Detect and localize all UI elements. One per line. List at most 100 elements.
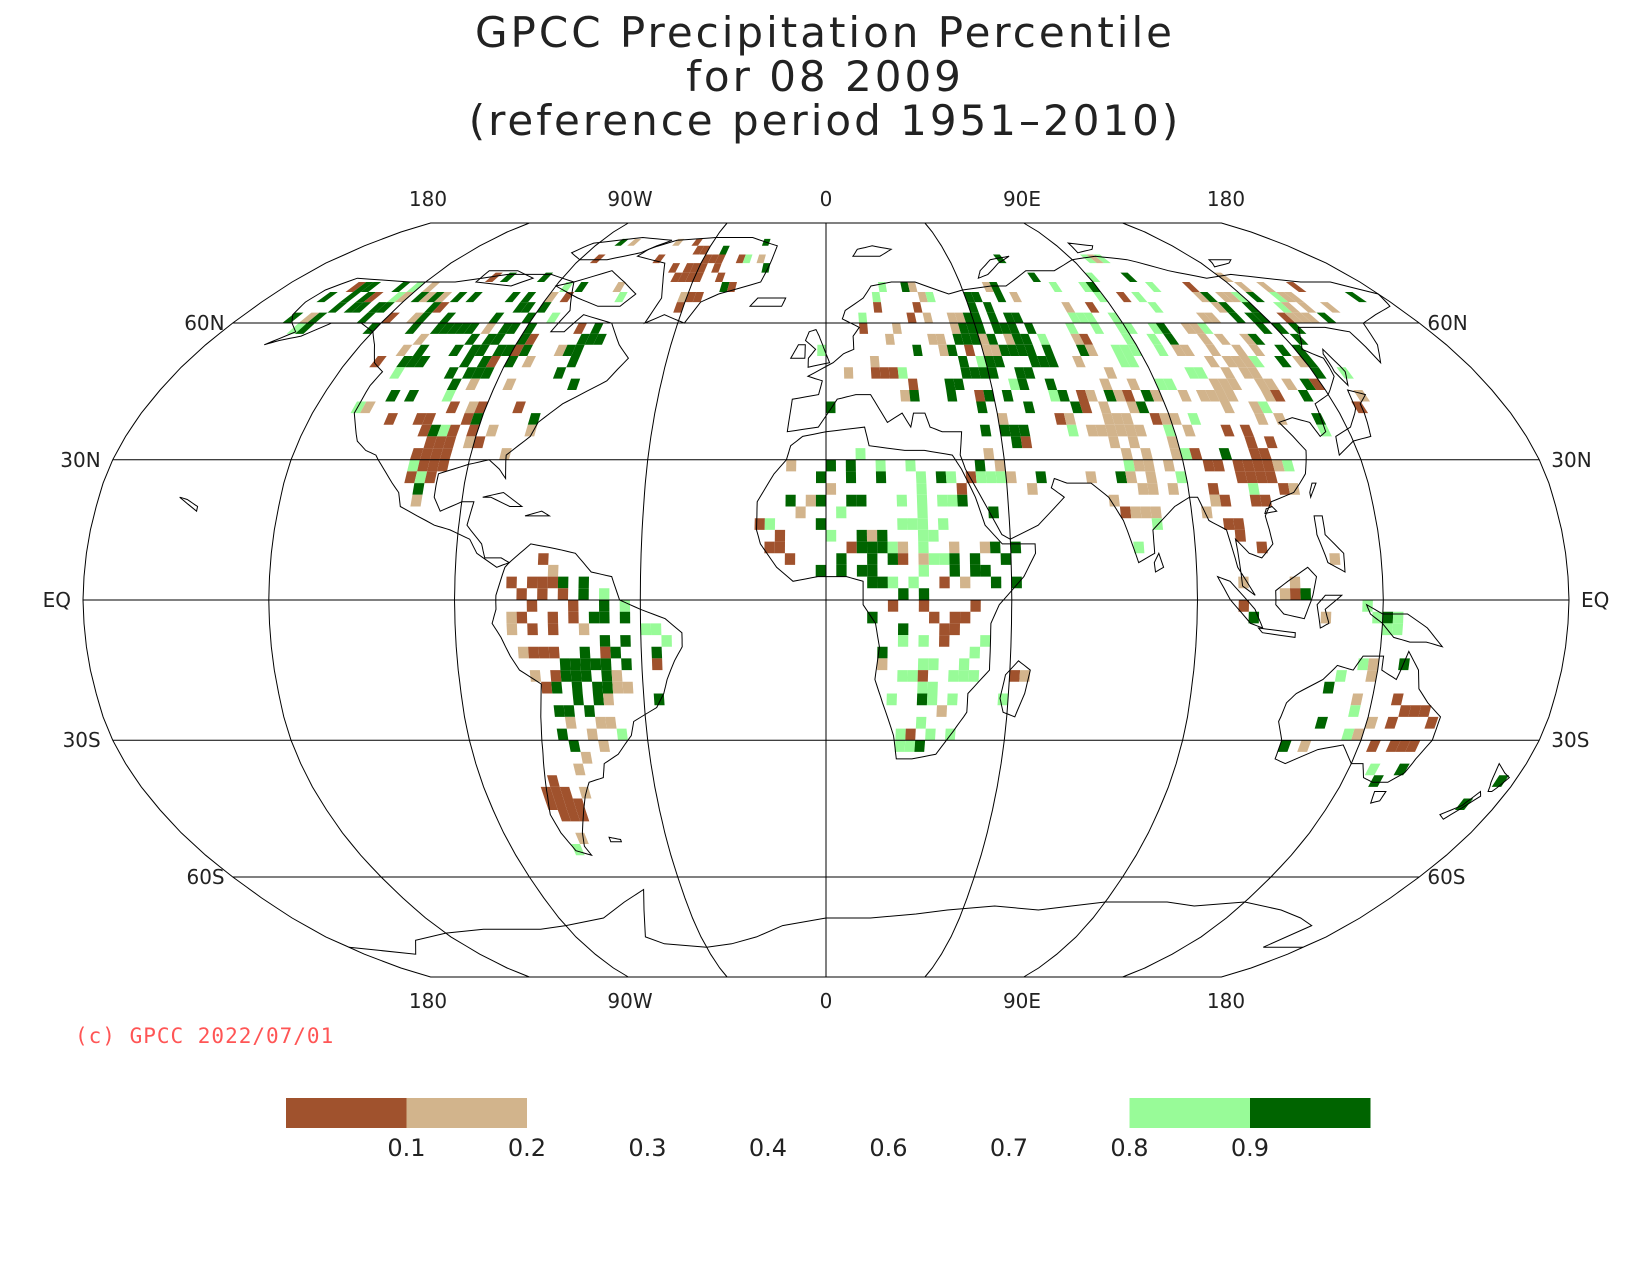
percentile-cell bbox=[1184, 367, 1200, 379]
percentile-cell bbox=[404, 323, 423, 334]
lon-label-bottom: 180 bbox=[1207, 989, 1245, 1013]
percentile-cell bbox=[499, 448, 512, 460]
percentile-cell bbox=[887, 541, 898, 554]
percentile-cell bbox=[599, 635, 611, 647]
percentile-cell bbox=[888, 367, 899, 379]
coastline-severnaya bbox=[1066, 242, 1094, 254]
percentile-cell bbox=[1245, 292, 1265, 303]
percentile-cell bbox=[1115, 292, 1132, 303]
percentile-cell bbox=[668, 263, 681, 273]
percentile-cell bbox=[957, 356, 970, 368]
percentile-cell bbox=[1107, 312, 1123, 324]
percentile-cell bbox=[1254, 323, 1273, 334]
percentile-cell bbox=[1223, 390, 1239, 402]
percentile-cell bbox=[590, 323, 604, 334]
percentile-cell bbox=[707, 254, 720, 264]
percentile-cell bbox=[1287, 323, 1307, 334]
percentile-cell bbox=[979, 541, 991, 554]
legend-tick-label: 0.3 bbox=[628, 1134, 666, 1162]
percentile-cell bbox=[875, 471, 887, 484]
percentile-cell bbox=[1114, 424, 1128, 437]
percentile-cell bbox=[1276, 312, 1296, 324]
percentile-cell bbox=[925, 728, 936, 741]
percentile-cell bbox=[560, 670, 572, 682]
percentile-cell bbox=[845, 471, 857, 484]
percentile-cell bbox=[887, 553, 898, 565]
percentile-cell bbox=[557, 576, 569, 589]
percentile-cell bbox=[421, 282, 441, 292]
percentile-cell bbox=[929, 611, 940, 624]
percentile-cell bbox=[566, 356, 580, 368]
percentile-cell bbox=[989, 282, 1002, 292]
percentile-cell bbox=[974, 390, 986, 402]
percentile-cell bbox=[1274, 356, 1292, 368]
percentile-cell bbox=[917, 292, 928, 303]
percentile-cell bbox=[867, 576, 878, 589]
percentile-cell bbox=[472, 436, 486, 449]
percentile-cell bbox=[1309, 367, 1327, 379]
percentile-cell bbox=[877, 529, 888, 542]
percentile-cell bbox=[1418, 705, 1432, 717]
precipitation-cells bbox=[282, 238, 1509, 856]
percentile-cell bbox=[983, 448, 995, 460]
percentile-cell bbox=[1048, 390, 1061, 402]
percentile-cell bbox=[404, 471, 418, 484]
percentile-cell bbox=[928, 529, 939, 542]
percentile-cell bbox=[689, 263, 701, 273]
percentile-cell bbox=[465, 292, 483, 303]
percentile-cell bbox=[952, 333, 964, 345]
percentile-cell bbox=[917, 658, 929, 671]
percentile-cell bbox=[912, 344, 923, 356]
percentile-cell bbox=[614, 292, 628, 303]
percentile-cell bbox=[1408, 705, 1422, 717]
percentile-cell bbox=[987, 367, 999, 379]
percentile-cell bbox=[1316, 312, 1337, 324]
percentile-cell bbox=[543, 292, 559, 303]
percentile-cell bbox=[957, 323, 970, 334]
percentile-cell bbox=[512, 302, 529, 313]
percentile-cell bbox=[316, 292, 338, 303]
percentile-cell bbox=[1189, 448, 1203, 460]
percentile-cell bbox=[568, 611, 579, 624]
percentile-cell bbox=[917, 681, 928, 694]
percentile-cell bbox=[462, 436, 476, 449]
percentile-cell bbox=[471, 367, 486, 379]
percentile-cell bbox=[1079, 401, 1093, 414]
percentile-cell bbox=[439, 448, 453, 460]
percentile-cell bbox=[1036, 356, 1050, 368]
percentile-cell bbox=[443, 367, 459, 379]
percentile-cell bbox=[855, 448, 866, 460]
percentile-cell bbox=[1341, 728, 1355, 741]
percentile-cell bbox=[1018, 424, 1031, 437]
coastline-eurasia bbox=[786, 255, 1391, 596]
percentile-cell bbox=[907, 378, 919, 390]
percentile-cell bbox=[612, 681, 624, 694]
percentile-cell bbox=[1274, 344, 1292, 356]
percentile-cell bbox=[622, 681, 634, 694]
percentile-cell bbox=[516, 588, 527, 600]
percentile-cell bbox=[1120, 448, 1134, 460]
percentile-cell bbox=[570, 670, 582, 682]
percentile-cell bbox=[963, 344, 976, 356]
percentile-cell bbox=[1232, 459, 1245, 472]
percentile-cell bbox=[1175, 471, 1188, 484]
percentile-cell bbox=[578, 588, 589, 600]
percentile-cell bbox=[1256, 282, 1276, 292]
percentile-cell bbox=[701, 254, 713, 264]
coastline-greenland bbox=[636, 237, 778, 325]
percentile-cell bbox=[927, 333, 938, 345]
percentile-cell bbox=[877, 576, 888, 589]
percentile-cell bbox=[1084, 344, 1099, 356]
percentile-cell bbox=[1248, 611, 1260, 624]
percentile-cell bbox=[879, 367, 890, 379]
percentile-cell bbox=[438, 323, 456, 334]
percentile-cell bbox=[509, 344, 525, 356]
percentile-cell bbox=[449, 292, 468, 303]
percentile-cell bbox=[536, 272, 554, 282]
percentile-cell bbox=[1140, 506, 1152, 519]
percentile-cell bbox=[1230, 356, 1247, 368]
coastline-antarctica bbox=[348, 888, 1313, 955]
percentile-cell bbox=[1269, 390, 1286, 402]
percentile-cell bbox=[1131, 292, 1148, 303]
percentile-cell bbox=[547, 623, 559, 636]
